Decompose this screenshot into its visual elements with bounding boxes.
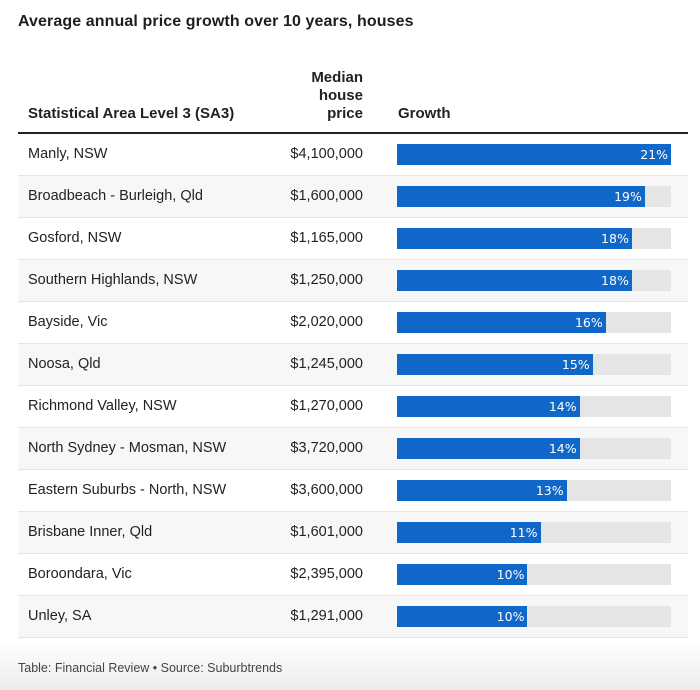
- chart-title: Average annual price growth over 10 year…: [18, 13, 414, 30]
- growth-bar-track: 10%: [397, 564, 671, 585]
- growth-bar-track: 10%: [397, 606, 671, 627]
- table-row: Bayside, Vic $2,020,000 16%: [18, 302, 688, 344]
- table-row: Noosa, Qld $1,245,000 15%: [18, 344, 688, 386]
- area-cell: Gosford, NSW: [28, 230, 122, 246]
- table-body: Manly, NSW $4,100,000 21% Broadbeach - Burl…: [18, 134, 688, 638]
- area-cell: Unley, SA: [28, 608, 92, 624]
- price-cell: $1,245,000: [290, 356, 363, 372]
- growth-bar-label: 10%: [496, 567, 525, 582]
- area-cell: Noosa, Qld: [28, 356, 101, 372]
- table-row: Unley, SA $1,291,000 10%: [18, 596, 688, 638]
- area-cell: Manly, NSW: [28, 146, 108, 162]
- price-cell: $3,600,000: [290, 482, 363, 498]
- growth-bar: 16%: [397, 312, 606, 333]
- growth-table: Statistical Area Level 3 (SA3) Median ho…: [18, 62, 688, 638]
- growth-bar-label: 16%: [574, 315, 603, 330]
- table-header: Statistical Area Level 3 (SA3) Median ho…: [18, 62, 688, 134]
- growth-bar-label: 14%: [548, 441, 577, 456]
- table-row: North Sydney - Mosman, NSW $3,720,000 14%: [18, 428, 688, 470]
- table-row: Manly, NSW $4,100,000 21%: [18, 134, 688, 176]
- price-cell: $1,270,000: [290, 398, 363, 414]
- column-header-price: Median house price: [311, 69, 363, 122]
- growth-bar-track: 16%: [397, 312, 671, 333]
- table-row: Richmond Valley, NSW $1,270,000 14%: [18, 386, 688, 428]
- growth-bar-track: 11%: [397, 522, 671, 543]
- growth-bar-track: 14%: [397, 396, 671, 417]
- source-caption: Table: Financial Review • Source: Suburb…: [18, 661, 283, 675]
- area-cell: Richmond Valley, NSW: [28, 398, 177, 414]
- area-cell: Eastern Suburbs - North, NSW: [28, 482, 227, 498]
- price-cell: $1,165,000: [290, 230, 363, 246]
- price-cell: $1,601,000: [290, 524, 363, 540]
- growth-bar-label: 13%: [535, 483, 564, 498]
- price-cell: $3,720,000: [290, 440, 363, 456]
- growth-bar-track: 19%: [397, 186, 671, 207]
- area-cell: Boroondara, Vic: [28, 566, 132, 582]
- growth-bar-label: 19%: [614, 189, 642, 204]
- table-row: Gosford, NSW $1,165,000 18%: [18, 218, 688, 260]
- table-row: Boroondara, Vic $2,395,000 10%: [18, 554, 688, 596]
- growth-bar: 14%: [397, 438, 580, 459]
- growth-bar-track: 13%: [397, 480, 671, 501]
- area-cell: North Sydney - Mosman, NSW: [28, 440, 227, 456]
- growth-bar-label: 15%: [561, 357, 590, 372]
- column-header-growth: Growth: [398, 105, 451, 122]
- growth-bar: 10%: [397, 606, 528, 627]
- table-row: Southern Highlands, NSW $1,250,000 18%: [18, 260, 688, 302]
- growth-bar: 10%: [397, 564, 528, 585]
- price-cell: $2,020,000: [290, 314, 363, 330]
- growth-bar: 21%: [397, 144, 671, 165]
- growth-bar: 18%: [397, 228, 632, 249]
- table-row: Broadbeach - Burleigh, Qld $1,600,000 19%: [18, 176, 688, 218]
- price-cell: $4,100,000: [290, 146, 363, 162]
- growth-bar-track: 18%: [397, 270, 671, 291]
- area-cell: Broadbeach - Burleigh, Qld: [28, 188, 203, 204]
- area-cell: Southern Highlands, NSW: [28, 272, 198, 288]
- growth-bar-label: 18%: [601, 231, 629, 246]
- price-cell: $1,600,000: [290, 188, 363, 204]
- price-cell: $2,395,000: [290, 566, 363, 582]
- table-row: Eastern Suburbs - North, NSW $3,600,000 13…: [18, 470, 688, 512]
- price-cell: $1,250,000: [290, 272, 363, 288]
- price-cell: $1,291,000: [290, 608, 363, 624]
- growth-bar: 18%: [397, 270, 632, 291]
- growth-bar-label: 10%: [496, 609, 525, 624]
- growth-bar-track: 15%: [397, 354, 671, 375]
- column-header-area: Statistical Area Level 3 (SA3): [28, 105, 235, 122]
- growth-bar: 11%: [397, 522, 541, 543]
- footer-background: [0, 640, 700, 690]
- area-cell: Bayside, Vic: [28, 314, 108, 330]
- area-cell: Brisbane Inner, Qld: [28, 524, 153, 540]
- growth-bar-label: 18%: [601, 273, 629, 288]
- growth-bar: 14%: [397, 396, 580, 417]
- growth-bar-label: 11%: [509, 525, 538, 540]
- growth-bar-track: 18%: [397, 228, 671, 249]
- growth-bar: 15%: [397, 354, 593, 375]
- growth-bar-track: 21%: [397, 144, 671, 165]
- growth-bar: 19%: [397, 186, 645, 207]
- growth-bar-label: 21%: [640, 147, 668, 162]
- growth-bar: 13%: [397, 480, 567, 501]
- growth-bar-track: 14%: [397, 438, 671, 459]
- table-row: Brisbane Inner, Qld $1,601,000 11%: [18, 512, 688, 554]
- growth-bar-label: 14%: [548, 399, 577, 414]
